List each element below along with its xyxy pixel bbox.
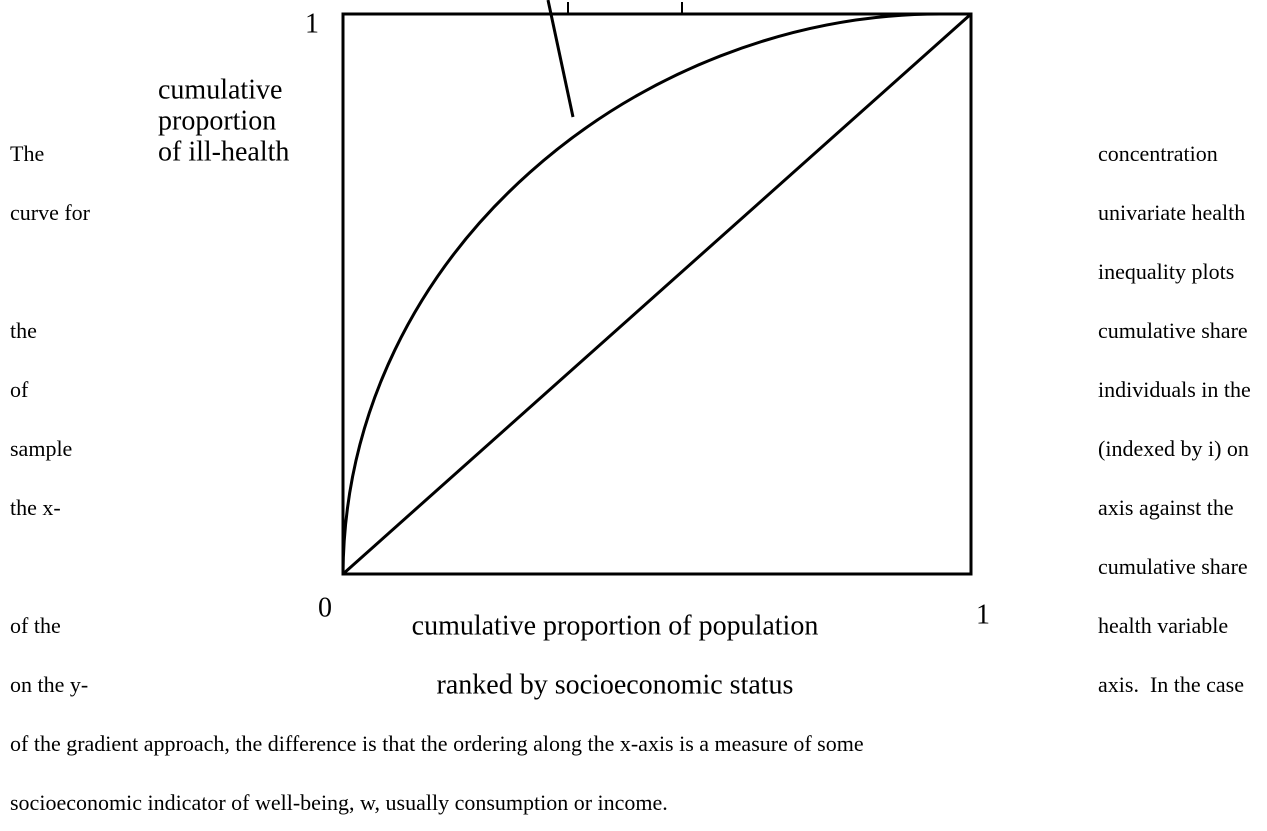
pointer-line (546, 0, 575, 118)
y-axis-label: cumulative (158, 74, 282, 105)
body-text: axis against the (1098, 495, 1234, 520)
y-axis-label: proportion (158, 105, 276, 136)
body-text: curve for (10, 200, 91, 225)
body-text: cumulative share (1098, 318, 1248, 343)
body-text: the x- (10, 495, 61, 520)
body-text: cumulative share (1098, 554, 1248, 579)
y-axis-label: of ill-health (158, 136, 289, 167)
equality-line (342, 12, 972, 576)
body-text: on the y- (10, 672, 88, 697)
y-top-label: 1 (305, 8, 319, 39)
body-text: health variable (1098, 613, 1228, 638)
body-text: inequality plots (1098, 259, 1234, 284)
body-text: axis. In the case (1098, 672, 1244, 697)
figure-frame (341, 12, 973, 576)
body-text: of (10, 377, 29, 402)
concentration-curve (341, 12, 971, 575)
body-text: The (10, 141, 44, 166)
body-text: individuals in the (1098, 377, 1251, 402)
body-text: of the (10, 613, 61, 638)
body-text: univariate health (1098, 200, 1245, 225)
formula-fragment (567, 2, 683, 14)
body-text: concentration (1098, 141, 1218, 166)
x-axis-label: cumulative proportion of population (412, 610, 819, 641)
body-text: socioeconomic indicator of well-being, w… (10, 790, 668, 815)
body-text: the (10, 318, 37, 343)
x-axis-label: ranked by socioeconomic status (437, 669, 794, 700)
x-end-label: 1 (976, 599, 990, 630)
body-text: (indexed by i) on (1098, 436, 1249, 461)
body-text: sample (10, 436, 72, 461)
body-text: of the gradient approach, the difference… (10, 731, 864, 756)
origin-label: 0 (318, 592, 332, 623)
